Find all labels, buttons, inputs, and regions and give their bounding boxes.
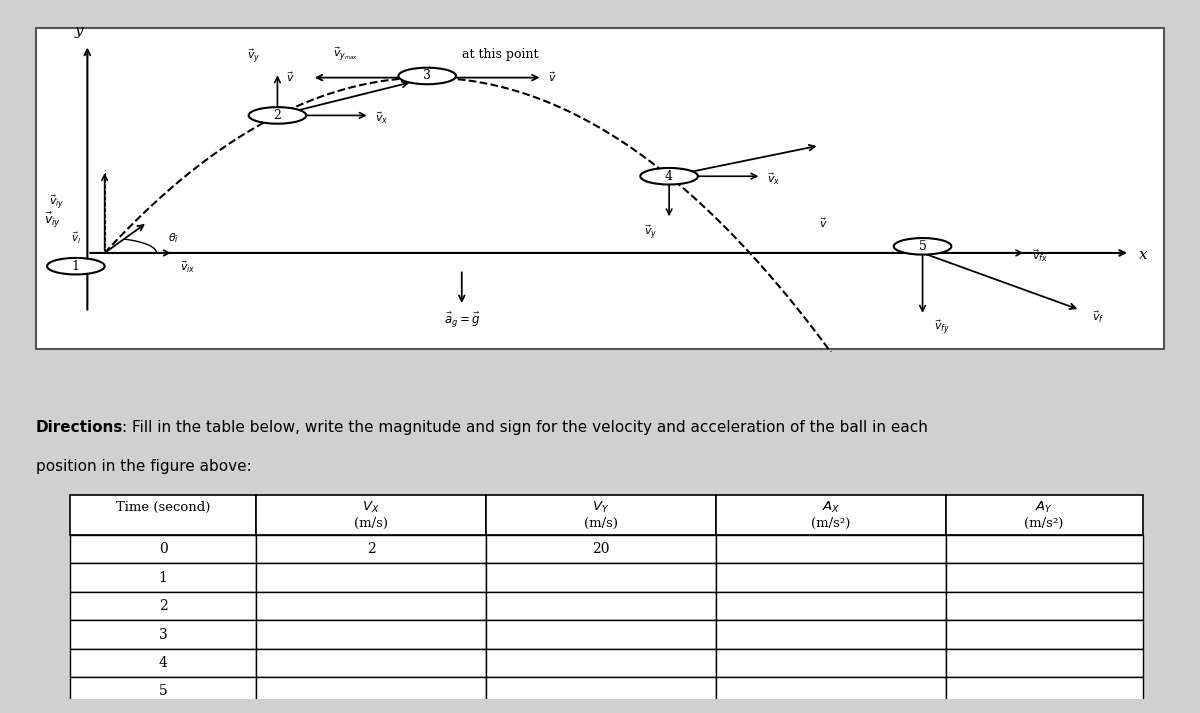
Bar [70, 496, 256, 535]
Text: $\vec{a}_g = \vec{g}$: $\vec{a}_g = \vec{g}$ [444, 311, 480, 330]
Text: $\vec{v}_{fy}$: $\vec{v}_{fy}$ [934, 319, 950, 337]
Text: Directions: Directions [36, 421, 122, 436]
Text: 1: 1 [158, 570, 168, 585]
Text: $\vec{v}_{y_{max}}$: $\vec{v}_{y_{max}}$ [332, 46, 358, 63]
Text: 4: 4 [158, 656, 168, 670]
Text: y: y [74, 24, 84, 38]
Bar [70, 535, 256, 563]
Bar [486, 649, 715, 677]
Bar [946, 592, 1142, 620]
Text: $\vec{v}_x$: $\vec{v}_x$ [376, 111, 389, 126]
Bar [946, 677, 1142, 706]
Text: at this point: at this point [462, 48, 539, 61]
Text: 1: 1 [72, 260, 80, 272]
Text: 2: 2 [158, 599, 168, 613]
Bar [715, 677, 946, 706]
Circle shape [248, 107, 306, 123]
Text: 3: 3 [424, 69, 431, 83]
Bar [715, 535, 946, 563]
Text: (m/s²): (m/s²) [811, 518, 851, 530]
Bar [256, 620, 486, 649]
Text: $\vec{v}$: $\vec{v}$ [548, 71, 557, 85]
Text: $\vec{v}$: $\vec{v}$ [424, 65, 433, 78]
Text: 5: 5 [919, 240, 926, 253]
Text: : Fill in the table below, write the magnitude and sign for the velocity and acc: : Fill in the table below, write the mag… [122, 421, 928, 436]
Text: x: x [1139, 247, 1147, 262]
Text: $\vec{v}_{ix}$: $\vec{v}_{ix}$ [180, 260, 196, 275]
Bar [256, 677, 486, 706]
Text: $V_Y$: $V_Y$ [593, 500, 610, 515]
Text: $\vec{v}_y$: $\vec{v}_y$ [644, 224, 658, 242]
Bar [256, 563, 486, 592]
Bar [70, 677, 256, 706]
Bar [486, 496, 715, 535]
Text: $\vec{v}$: $\vec{v}$ [818, 216, 828, 230]
Circle shape [398, 68, 456, 84]
Bar [70, 592, 256, 620]
Circle shape [894, 238, 952, 255]
Bar [486, 620, 715, 649]
Bar [946, 496, 1142, 535]
Text: $\vec{v}_{iy}$: $\vec{v}_{iy}$ [49, 194, 65, 212]
Text: 4: 4 [665, 170, 673, 183]
Text: 3: 3 [158, 627, 168, 642]
Text: $\theta_i$: $\theta_i$ [168, 231, 179, 245]
Bar [486, 592, 715, 620]
Text: $A_X$: $A_X$ [822, 500, 840, 515]
Circle shape [641, 168, 698, 185]
Text: Time (second): Time (second) [116, 501, 210, 513]
Bar [256, 496, 486, 535]
Text: $V_X$: $V_X$ [362, 500, 380, 515]
Text: 5: 5 [158, 684, 168, 699]
Text: $\vec{v}$: $\vec{v}$ [286, 71, 295, 85]
Text: $\vec{v}_{fx}$: $\vec{v}_{fx}$ [1032, 249, 1048, 264]
Bar [70, 620, 256, 649]
Bar [256, 649, 486, 677]
Bar [715, 592, 946, 620]
Text: position in the figure above:: position in the figure above: [36, 459, 251, 474]
Text: $A_Y$: $A_Y$ [1036, 500, 1054, 515]
Bar [715, 649, 946, 677]
Text: $\vec{v}_{iy}$: $\vec{v}_{iy}$ [44, 210, 61, 230]
Bar [70, 649, 256, 677]
Bar [486, 535, 715, 563]
Text: 20: 20 [592, 543, 610, 556]
Bar [946, 563, 1142, 592]
Text: $\vec{v}_i$: $\vec{v}_i$ [71, 231, 82, 246]
Text: $\vec{v}_f$: $\vec{v}_f$ [1092, 310, 1104, 326]
Bar [70, 563, 256, 592]
Text: $\vec{v}_x$: $\vec{v}_x$ [767, 172, 780, 188]
Bar [946, 535, 1142, 563]
Text: 2: 2 [274, 109, 281, 122]
Bar [946, 649, 1142, 677]
Bar [715, 496, 946, 535]
Bar [256, 592, 486, 620]
Circle shape [47, 258, 104, 275]
Text: 0: 0 [158, 543, 168, 556]
Bar [715, 620, 946, 649]
FancyBboxPatch shape [36, 28, 1164, 349]
Text: 2: 2 [367, 543, 376, 556]
Bar [486, 563, 715, 592]
Text: (m/s²): (m/s²) [1025, 518, 1063, 530]
Bar [715, 563, 946, 592]
Text: (m/s): (m/s) [354, 518, 388, 530]
Text: (m/s): (m/s) [584, 518, 618, 530]
Bar [256, 535, 486, 563]
Bar [946, 620, 1142, 649]
Text: $\vec{v}_y$: $\vec{v}_y$ [247, 48, 260, 66]
Bar [486, 677, 715, 706]
